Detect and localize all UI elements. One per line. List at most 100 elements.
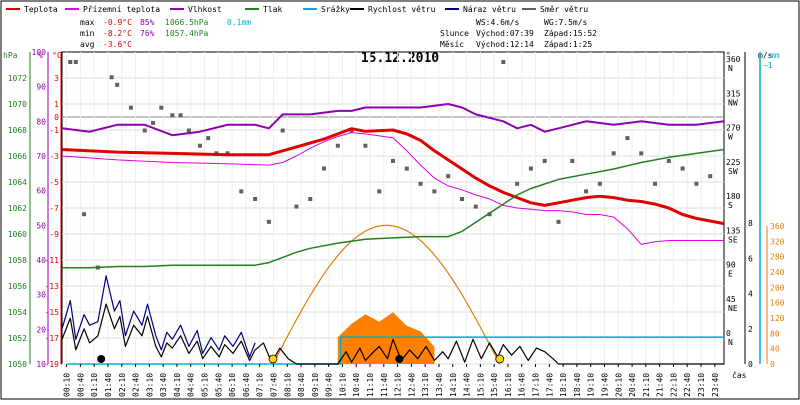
x-tick-label: 21:40 — [656, 373, 665, 397]
x-tick-label: 00:10 — [63, 373, 72, 397]
sun-set: Západ:15:52 — [544, 29, 597, 38]
x-tick-label: 22:40 — [683, 373, 692, 397]
stats-min-hum: 76% — [140, 29, 155, 38]
direction-tick: 360 — [726, 55, 741, 64]
hpa-tick: 1056 — [8, 282, 27, 291]
mm-tick: 200 — [770, 283, 785, 292]
x-tick-label: 11:40 — [380, 373, 389, 397]
info-block: WS:4.6m/s WG:7.5m/s Slunce Východ:07:39 … — [440, 18, 597, 49]
stats-avg-label: avg — [80, 40, 95, 49]
x-tick-label: 00:40 — [76, 373, 85, 397]
x-tick-label: 04:10 — [173, 373, 182, 397]
celsius-tick: -11 — [45, 256, 60, 265]
sunshine-curve — [272, 224, 501, 365]
x-tick-label: 22:10 — [669, 373, 678, 397]
direction-name: NE — [728, 304, 738, 313]
wind-direction-point — [570, 158, 575, 163]
x-tick-label: 20:40 — [628, 373, 637, 397]
hpa-tick: 1054 — [8, 308, 27, 317]
celsius-tick: -3 — [49, 152, 59, 161]
wind-direction-layer — [68, 60, 713, 270]
x-tick-label: 11:10 — [366, 373, 375, 397]
wind-direction-point — [253, 197, 258, 201]
x-tick-label: 17:10 — [532, 373, 541, 397]
celsius-tick: -19 — [45, 360, 60, 369]
stats-max-hum: 85% — [140, 18, 155, 27]
hpa-tick: 1058 — [8, 256, 27, 265]
moon-marker — [395, 355, 404, 363]
celsius-tick: 0 — [54, 113, 59, 122]
wind-wg: WG:7.5m/s — [544, 18, 588, 27]
x-tick-label: 08:10 — [283, 373, 292, 397]
legend-label: Směr větru — [540, 5, 588, 14]
hpa-tick: 1070 — [8, 100, 27, 109]
legend-label: Vlhkost — [188, 5, 222, 14]
stats-min-temp: -8.2°C — [103, 29, 132, 38]
wind-direction-point — [528, 166, 533, 171]
x-tick-label: 12:40 — [407, 373, 416, 397]
x-tick-label: 07:10 — [256, 373, 265, 397]
hpa-tick: 1052 — [8, 334, 27, 343]
celsius-tick: -13 — [45, 282, 60, 291]
celsius-tick: 1 — [54, 100, 59, 109]
x-tick-label: 06:40 — [242, 373, 251, 397]
direction-name: S — [728, 201, 733, 210]
hpa-tick: 1062 — [8, 204, 27, 213]
stats-max-press: 1066.5hPa — [165, 18, 209, 27]
celsius-tick: 3 — [54, 74, 59, 83]
x-tick-label: 16:10 — [504, 373, 513, 397]
ms-axis-label: m/s — [758, 51, 773, 60]
wind-direction-point — [170, 113, 175, 118]
x-tick-label: 15:40 — [490, 373, 499, 397]
direction-name: SE — [728, 235, 738, 244]
hpa-tick: 1072 — [8, 74, 27, 83]
direction-name: NW — [728, 98, 738, 107]
wind-direction-point — [280, 128, 285, 133]
wind-direction-point — [611, 151, 616, 156]
x-tick-label: 04:40 — [187, 373, 196, 397]
wind-direction-point — [653, 181, 658, 186]
stats-avg-temp: -3.6°C — [103, 40, 132, 49]
sun-marker — [495, 354, 505, 364]
direction-axis-label: ° — [726, 51, 731, 60]
celsius-tick: -5 — [49, 178, 59, 187]
legend-label: Srážky — [321, 5, 350, 14]
mm-tick: 40 — [770, 345, 780, 354]
pct-tick: 70 — [36, 152, 46, 161]
sunshine-layer — [272, 224, 501, 365]
series-line-rychlost-v-tru — [61, 303, 724, 365]
wind-direction-point — [473, 204, 478, 209]
wind-direction-point — [391, 158, 395, 163]
wind-direction-point — [501, 60, 506, 64]
legend-label: Náraz větru — [463, 5, 516, 14]
x-tick-label: 07:40 — [269, 373, 278, 397]
wind-direction-point — [487, 212, 492, 217]
wind-direction-point — [109, 75, 114, 80]
direction-tick: 90 — [726, 261, 736, 270]
x-tick-label: 20:10 — [614, 373, 623, 397]
direction-name: N — [728, 64, 733, 73]
wind-direction-point — [349, 128, 354, 133]
series-line-teplota — [61, 127, 725, 226]
series-layer — [61, 103, 725, 365]
chart-title: 15.12.2010 — [361, 51, 439, 66]
x-tick-label: 15:10 — [476, 373, 485, 397]
mm-tick: 360 — [770, 222, 785, 231]
celsius-axis-label: °C — [52, 51, 62, 60]
direction-name: W — [728, 133, 733, 142]
pct-tick: 80 — [36, 117, 46, 126]
wind-direction-point — [82, 212, 87, 217]
ms-tick: 8 — [748, 219, 753, 228]
wind-direction-point — [115, 82, 120, 87]
x-tick-label: 19:10 — [587, 373, 596, 397]
direction-tick: 135 — [726, 226, 741, 235]
pct-tick: 30 — [36, 291, 46, 300]
pct-tick: 40 — [36, 256, 46, 265]
direction-tick: 225 — [726, 158, 741, 167]
wind-direction-point — [542, 158, 547, 163]
wind-direction-point — [625, 136, 630, 141]
stats-max-temp: -0.9°C — [103, 18, 132, 27]
x-tick-label: 09:10 — [311, 373, 320, 397]
stats-min-press: 1057.4hPa — [165, 29, 209, 38]
x-tick-label: 03:40 — [159, 373, 168, 397]
